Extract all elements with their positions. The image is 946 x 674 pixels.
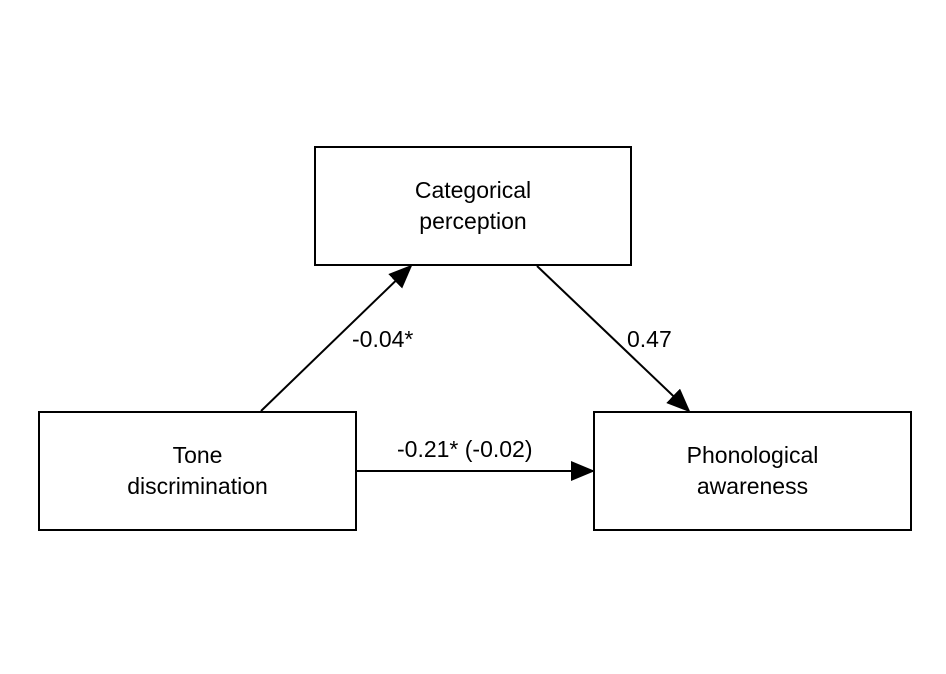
node-label-line2: perception (419, 208, 527, 234)
node-categorical-perception: Categorical perception (314, 146, 632, 266)
path-c-coefficient: -0.21* (-0.02) (397, 436, 533, 462)
arrow-a-predictor-to-mediator (260, 264, 413, 412)
path-a-coefficient: -0.04* (352, 326, 414, 352)
arrow-b-mediator-to-outcome (536, 265, 691, 413)
node-label-line2: awareness (696, 473, 809, 499)
node-label-line2: discrimination (127, 473, 268, 499)
node-label-line1: Categorical (414, 177, 532, 203)
node-tone-discrimination: Tone discrimination (38, 411, 357, 531)
node-label-line1: Tone (172, 442, 223, 468)
node-phonological-awareness: Phonological awareness (593, 411, 912, 531)
path-b-coefficient: 0.47 (627, 326, 672, 352)
node-label-line1: Phonological (686, 442, 819, 468)
